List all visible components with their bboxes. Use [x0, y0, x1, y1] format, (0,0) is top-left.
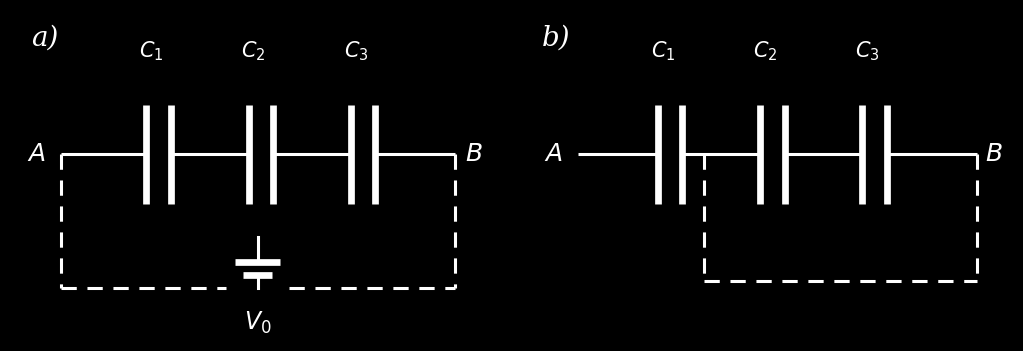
Text: $V_0$: $V_0$ [244, 310, 271, 336]
Text: a): a) [31, 25, 58, 52]
Text: $A$: $A$ [544, 143, 563, 166]
Text: $A$: $A$ [28, 143, 46, 166]
Text: $C_1$: $C_1$ [139, 40, 164, 63]
Text: $C_3$: $C_3$ [344, 40, 368, 63]
Text: $C_2$: $C_2$ [241, 40, 266, 63]
Text: $C_2$: $C_2$ [753, 40, 777, 63]
Text: $B$: $B$ [985, 143, 1003, 166]
Text: $C_1$: $C_1$ [651, 40, 675, 63]
Text: $B$: $B$ [465, 143, 483, 166]
Text: b): b) [542, 25, 571, 52]
Text: $C_3$: $C_3$ [855, 40, 880, 63]
